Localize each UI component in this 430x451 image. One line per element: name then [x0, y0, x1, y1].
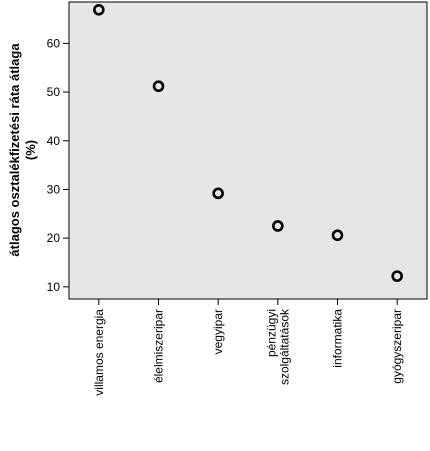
- x-tick-label: informatika: [331, 309, 345, 368]
- data-point: [152, 80, 165, 93]
- y-tick-label: 10: [47, 280, 61, 294]
- data-point: [212, 187, 224, 200]
- y-axis-title-line-2: (%): [23, 140, 38, 160]
- x-tick-label: vegyipar: [211, 309, 225, 354]
- data-points: [93, 3, 403, 282]
- data-point: [93, 3, 105, 16]
- y-tick-label: 50: [47, 85, 61, 99]
- x-tick-label: pénzügyi: [264, 309, 278, 357]
- y-axis: 10 20 30 40 50 60: [47, 36, 69, 294]
- x-tick-label: szolgáltatások: [277, 308, 291, 385]
- x-tick-label: élelmiszeripar: [152, 309, 166, 383]
- y-tick-label: 20: [47, 231, 61, 245]
- data-point: [272, 220, 284, 232]
- x-tick-label: villamos energia: [92, 309, 106, 396]
- data-point: [331, 229, 344, 242]
- x-tick-label: gyógyszeripar: [390, 309, 404, 384]
- plot-area: [68, 1, 428, 300]
- data-point: [391, 270, 403, 282]
- y-tick-label: 30: [47, 182, 61, 196]
- x-axis: villamos energia élelmiszeripar vegyipar pé…: [92, 299, 404, 396]
- y-axis-title-line-1: átlagos osztalékfizetési ráta átlaga: [7, 43, 22, 257]
- y-tick-label: 40: [47, 134, 61, 148]
- y-tick-label: 60: [47, 36, 61, 50]
